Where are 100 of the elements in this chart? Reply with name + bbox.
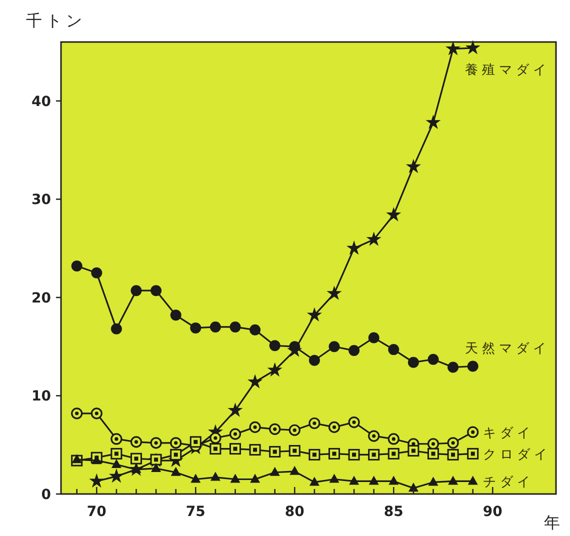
point xyxy=(388,448,400,460)
point xyxy=(72,454,82,464)
point xyxy=(190,436,202,448)
point xyxy=(408,445,420,457)
point xyxy=(289,341,300,352)
y-tick-label: 20 xyxy=(32,290,52,306)
point xyxy=(90,408,102,420)
point xyxy=(71,260,82,272)
series-label: キダイ xyxy=(482,426,534,442)
point xyxy=(89,473,104,488)
point xyxy=(91,267,102,278)
x-axis-title: 年 xyxy=(544,513,560,532)
y-tick-label: 30 xyxy=(32,192,52,208)
point xyxy=(446,40,461,56)
point xyxy=(230,321,241,332)
point xyxy=(388,476,399,485)
point xyxy=(388,344,400,356)
point xyxy=(388,433,400,445)
series-label: チダイ xyxy=(482,475,534,490)
point xyxy=(348,448,360,460)
point xyxy=(326,286,342,300)
point xyxy=(465,40,480,54)
point xyxy=(170,310,182,321)
point xyxy=(210,432,222,444)
point xyxy=(368,430,380,442)
y-axis-title: 千トン xyxy=(26,11,86,30)
point xyxy=(428,354,439,365)
point xyxy=(270,466,280,476)
point xyxy=(428,476,438,486)
point xyxy=(290,466,300,475)
point xyxy=(230,474,240,483)
point xyxy=(210,321,221,332)
point xyxy=(248,374,263,388)
x-tick-label: 85 xyxy=(384,504,404,520)
x-tick-label: 70 xyxy=(86,504,107,520)
point xyxy=(288,445,300,457)
point xyxy=(150,285,162,296)
point xyxy=(447,448,459,460)
point xyxy=(467,448,479,460)
point xyxy=(130,436,142,448)
point xyxy=(170,448,182,460)
point xyxy=(406,158,421,174)
series-label: 養殖マダイ xyxy=(465,62,550,78)
point xyxy=(308,354,320,366)
x-tick-label: 90 xyxy=(482,504,503,520)
point xyxy=(249,444,261,456)
point xyxy=(229,428,242,440)
point xyxy=(346,240,362,255)
point xyxy=(210,443,222,455)
point xyxy=(288,424,300,436)
x-tick-label: 80 xyxy=(284,504,305,520)
point xyxy=(190,474,201,483)
y-tick-label: 40 xyxy=(32,94,52,110)
point xyxy=(151,462,162,472)
point xyxy=(386,207,402,222)
point xyxy=(170,437,182,449)
point xyxy=(269,423,281,435)
point xyxy=(328,421,340,433)
point xyxy=(228,402,243,417)
point xyxy=(269,340,280,352)
point xyxy=(308,448,320,460)
point xyxy=(448,476,458,485)
point xyxy=(328,448,340,460)
point xyxy=(348,416,360,428)
x-tick-label: 75 xyxy=(186,504,206,520)
point xyxy=(368,332,380,344)
point xyxy=(110,448,122,460)
point xyxy=(309,476,320,486)
series-label: クロダイ xyxy=(482,448,551,463)
point xyxy=(308,417,320,430)
point xyxy=(368,448,380,460)
point xyxy=(448,362,459,373)
point xyxy=(92,455,102,464)
point xyxy=(250,324,261,336)
point xyxy=(427,448,439,460)
point xyxy=(71,408,83,420)
point xyxy=(447,437,459,449)
point xyxy=(229,443,241,455)
y-tick-label: 10 xyxy=(32,388,52,405)
point xyxy=(111,459,122,468)
point xyxy=(368,476,379,485)
point xyxy=(467,426,479,438)
point xyxy=(210,472,220,481)
point xyxy=(328,341,340,352)
point xyxy=(250,474,260,483)
point xyxy=(110,433,122,445)
point xyxy=(108,468,124,483)
series-label: 天然マダイ xyxy=(465,341,550,356)
point xyxy=(348,345,360,356)
point xyxy=(190,322,202,334)
point xyxy=(468,476,478,485)
point xyxy=(329,474,340,483)
point xyxy=(408,482,418,492)
point xyxy=(349,476,360,485)
point xyxy=(170,466,181,476)
point xyxy=(269,446,281,458)
point xyxy=(467,360,478,372)
point xyxy=(130,452,142,464)
point xyxy=(408,356,419,368)
point xyxy=(366,232,382,246)
